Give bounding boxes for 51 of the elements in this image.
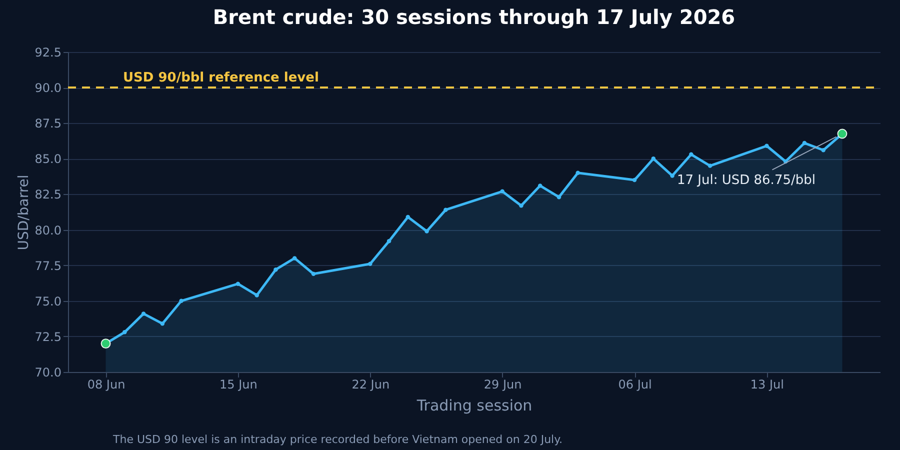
point <box>160 322 165 326</box>
x-axis-title: Trading session <box>416 396 532 414</box>
point <box>837 128 848 139</box>
point <box>424 229 429 234</box>
x-tick-label: 13 Jul <box>750 378 784 392</box>
point <box>689 152 694 157</box>
y-tick-label: 75.0 <box>34 294 62 308</box>
point <box>179 298 184 304</box>
point <box>708 164 712 168</box>
x-tick-label: 15 Jun <box>220 378 258 392</box>
y-tick-label: 92.5 <box>34 46 62 60</box>
x-tick-label: 06 Jul <box>618 378 652 392</box>
point <box>311 272 316 276</box>
point <box>368 262 372 266</box>
text: The USD 90 level is an intraday price recorded before Vietnam opened on 20 July. <box>112 433 563 446</box>
y-axis-title: USD/barrel <box>16 174 32 250</box>
point <box>538 184 542 188</box>
point <box>519 203 524 208</box>
chart-title: Brent crude: 30 sessions through 17 July 2026 <box>212 5 736 29</box>
point <box>274 267 278 272</box>
x-tick-label: 22 Jun <box>352 378 390 392</box>
point <box>122 330 127 334</box>
y-tick-label: 82.5 <box>34 188 62 202</box>
ref-line-label: USD 90/bbl reference level <box>123 70 319 86</box>
point <box>386 239 392 244</box>
y-tick-label: 90.0 <box>34 81 62 96</box>
point <box>500 189 504 194</box>
point <box>100 338 111 349</box>
y-tick-label: 77.5 <box>34 258 62 273</box>
y-tick-label: 80.0 <box>34 223 62 238</box>
x-tick-label: 29 Jun <box>484 378 522 392</box>
point <box>292 256 297 260</box>
point <box>406 214 410 220</box>
x-tick-label: 08 Jun <box>87 378 126 392</box>
y-tick-label: 72.5 <box>34 330 62 344</box>
point <box>670 174 674 178</box>
point <box>141 312 146 316</box>
point <box>651 156 656 161</box>
point <box>576 170 580 176</box>
point <box>764 144 769 148</box>
point <box>236 282 240 286</box>
y-tick-label: 87.5 <box>34 116 62 131</box>
point <box>444 208 448 212</box>
y-tick-label: 70.0 <box>34 366 62 380</box>
point <box>632 178 637 182</box>
point <box>802 140 807 146</box>
point <box>254 293 259 298</box>
point <box>821 148 826 152</box>
annotation: 17 Jul: USD 86.75/bbl <box>676 172 816 188</box>
point <box>556 194 562 200</box>
y-tick-label: 85.0 <box>34 152 62 166</box>
